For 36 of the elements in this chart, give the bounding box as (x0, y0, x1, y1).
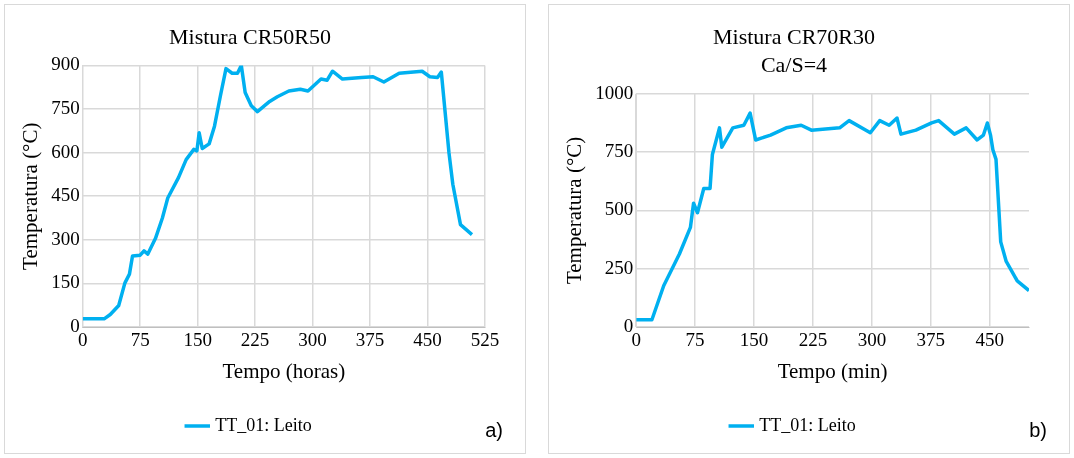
x-tick-label: 75 (685, 329, 705, 351)
y-tick-label: 750 (604, 140, 634, 162)
x-tick-label: 450 (975, 329, 1004, 351)
x-tick-label: 225 (240, 329, 270, 351)
legend-label: TT_01: Leito (215, 414, 312, 435)
x-tick-label: 150 (183, 329, 212, 351)
x-tick-label: 150 (739, 329, 769, 351)
y-tick-label: 900 (51, 53, 80, 75)
chart-title: Mistura CR50R50 (169, 23, 331, 49)
chart-title: Mistura CR70R30 (713, 23, 875, 49)
x-axis-title: Tempo (horas) (222, 358, 346, 383)
y-axis-title: Temperatura (°C) (18, 122, 43, 270)
y-tick-label: 0 (623, 314, 634, 336)
y-tick-label: 250 (604, 256, 634, 278)
y-tick-label: 150 (51, 271, 80, 293)
text: b) (1029, 418, 1047, 441)
y-tick-label: 750 (51, 96, 80, 118)
y-tick-label: 1000 (595, 81, 634, 103)
x-tick-label: 300 (857, 329, 887, 351)
chart-subtitle: Ca/S=4 (760, 52, 828, 78)
x-tick-label: 225 (798, 329, 828, 351)
x-tick-label: 300 (298, 329, 327, 351)
y-tick-label: 600 (51, 140, 80, 162)
y-tick-label: 450 (51, 184, 80, 206)
x-tick-label: 75 (130, 329, 150, 351)
legend-label: TT_01: Leito (759, 414, 856, 435)
x-tick-label: 525 (470, 329, 500, 351)
y-tick-label: 0 (70, 314, 80, 336)
x-tick-label: 375 (916, 329, 946, 351)
x-tick-label: 450 (413, 329, 442, 351)
y-axis-title: Temperatura (°C) (562, 136, 587, 285)
x-tick-label: 375 (355, 329, 385, 351)
text: a) (485, 418, 503, 441)
y-tick-label: 300 (51, 227, 80, 249)
x-axis-title: Tempo (min) (777, 358, 888, 383)
y-tick-label: 500 (604, 198, 634, 220)
